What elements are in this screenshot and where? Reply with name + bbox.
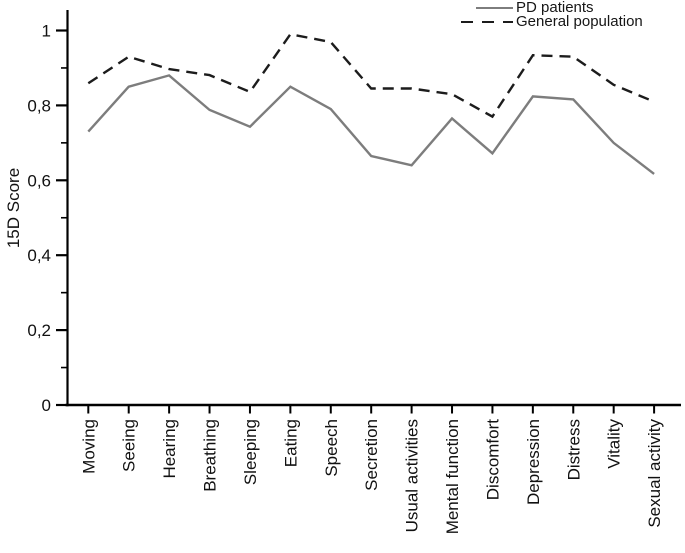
x-tick-label: Sleeping (241, 419, 260, 485)
y-tick-label: 0,2 (27, 321, 51, 340)
x-tick-label: Secretion (362, 419, 381, 491)
x-tick-label: Speech (322, 419, 341, 477)
x-tick-label: Sexual activity (645, 419, 664, 528)
y-tick-label: 0,4 (27, 246, 51, 265)
y-tick-label: 0,6 (27, 171, 51, 190)
series-line-pd-patients (87, 74, 655, 175)
legend-swatch-box (458, 20, 513, 24)
legend-item-pd-patients: PD patients (458, 0, 643, 16)
x-tick-label: Eating (281, 419, 300, 467)
y-tick-label: 0 (42, 396, 51, 415)
y-axis-title: 15D Score (4, 168, 23, 248)
legend-swatch-box (458, 6, 513, 10)
pd-patients-line-swatch (476, 6, 513, 10)
x-tick-label: Hearing (160, 419, 179, 479)
legend-label-general-population: General population (516, 13, 643, 30)
x-tick-label: Depression (524, 419, 543, 505)
x-tick-label: Mental function (443, 419, 462, 534)
x-tick-label: Moving (79, 419, 98, 474)
x-tick-label: Usual activities (403, 419, 422, 532)
y-tick-label: 1 (42, 22, 51, 41)
x-tick-label: Distress (564, 419, 583, 480)
legend-item-general-population: General population (458, 13, 643, 30)
legend-label-pd-patients: PD patients (516, 0, 594, 16)
series-line-general-population (87, 32, 655, 119)
general-population-line-swatch (461, 20, 513, 24)
y-tick-label: 0,8 (27, 96, 51, 115)
x-tick-label: Breathing (201, 419, 220, 492)
chart-legend: PD patients General population (458, 0, 643, 30)
x-tick-label: Discomfort (483, 419, 502, 501)
x-tick-label: Seeing (120, 419, 139, 472)
x-tick-label: Vitality (605, 419, 624, 469)
